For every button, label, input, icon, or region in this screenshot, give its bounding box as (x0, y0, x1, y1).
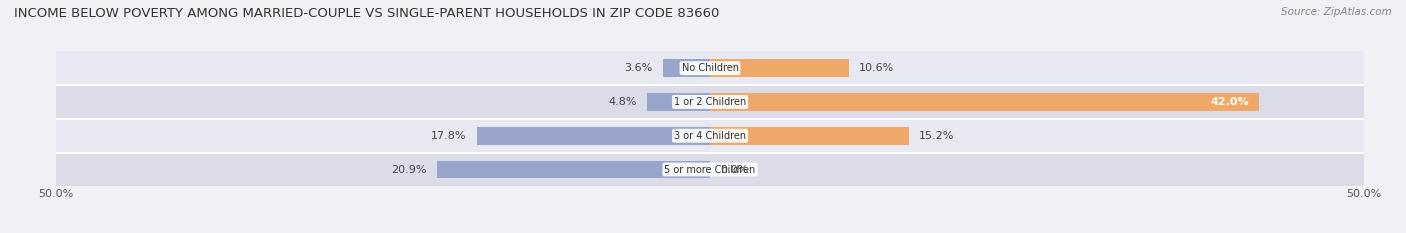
Bar (710, 127, 908, 144)
Text: 15.2%: 15.2% (920, 131, 955, 141)
Text: 3 or 4 Children: 3 or 4 Children (673, 131, 747, 141)
Text: 17.8%: 17.8% (432, 131, 467, 141)
Text: 42.0%: 42.0% (1211, 97, 1249, 107)
Text: INCOME BELOW POVERTY AMONG MARRIED-COUPLE VS SINGLE-PARENT HOUSEHOLDS IN ZIP COD: INCOME BELOW POVERTY AMONG MARRIED-COUPL… (14, 7, 720, 20)
Text: 20.9%: 20.9% (391, 164, 426, 175)
Bar (437, 161, 710, 178)
Bar (710, 93, 1260, 111)
Text: No Children: No Children (682, 63, 738, 73)
Text: 10.6%: 10.6% (859, 63, 894, 73)
Bar (647, 93, 710, 111)
Bar (56, 51, 1364, 85)
Bar (477, 127, 710, 144)
Bar (56, 85, 1364, 119)
Text: 3.6%: 3.6% (624, 63, 652, 73)
Bar (710, 59, 849, 77)
Text: 5 or more Children: 5 or more Children (665, 164, 755, 175)
Text: 4.8%: 4.8% (609, 97, 637, 107)
Bar (56, 153, 1364, 186)
Bar (56, 119, 1364, 153)
Text: 0.0%: 0.0% (720, 164, 749, 175)
Bar (664, 59, 710, 77)
Text: Source: ZipAtlas.com: Source: ZipAtlas.com (1281, 7, 1392, 17)
Text: 1 or 2 Children: 1 or 2 Children (673, 97, 747, 107)
